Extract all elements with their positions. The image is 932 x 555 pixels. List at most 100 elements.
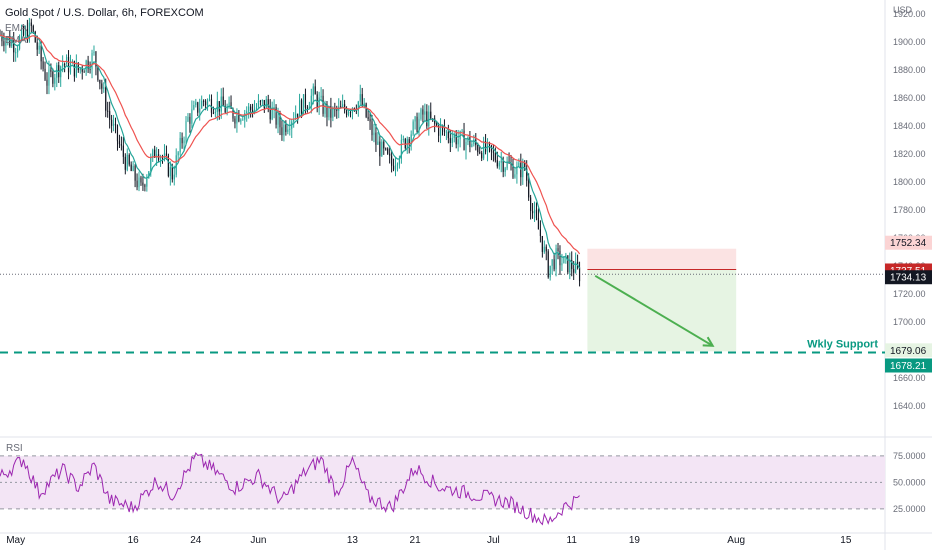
candle[interactable] <box>498 160 500 170</box>
candle[interactable] <box>36 35 38 57</box>
candle[interactable] <box>222 87 224 107</box>
candle[interactable] <box>567 255 569 275</box>
candle[interactable] <box>234 116 236 129</box>
target-arrow-head[interactable] <box>702 336 715 347</box>
candle[interactable] <box>465 139 467 160</box>
target-zone[interactable] <box>587 269 737 352</box>
candle[interactable] <box>298 93 301 117</box>
candle[interactable] <box>467 136 469 146</box>
candle[interactable] <box>293 112 295 128</box>
candle[interactable] <box>344 99 346 114</box>
rsi-line[interactable] <box>0 451 580 526</box>
candle[interactable] <box>42 57 44 72</box>
ema-fast-line[interactable] <box>0 31 581 269</box>
candle[interactable] <box>69 54 72 75</box>
candle[interactable] <box>389 145 391 164</box>
candle[interactable] <box>463 122 465 151</box>
candle[interactable] <box>13 31 15 62</box>
candle[interactable] <box>312 83 314 105</box>
candle[interactable] <box>447 124 449 144</box>
candle[interactable] <box>114 117 117 134</box>
candle[interactable] <box>289 119 291 136</box>
candle[interactable] <box>295 105 297 121</box>
candle[interactable] <box>524 160 526 172</box>
candle[interactable] <box>402 135 404 143</box>
candle[interactable] <box>492 144 494 162</box>
candle[interactable] <box>201 95 203 109</box>
candle[interactable] <box>531 203 534 219</box>
candle[interactable] <box>369 112 371 130</box>
candle[interactable] <box>551 259 553 275</box>
candle[interactable] <box>122 136 124 164</box>
candle[interactable] <box>250 104 252 118</box>
candle[interactable] <box>197 101 199 117</box>
candle[interactable] <box>320 87 322 100</box>
candle[interactable] <box>146 174 148 192</box>
candle[interactable] <box>512 158 514 179</box>
support-label[interactable]: Wkly Support <box>807 339 878 351</box>
candle[interactable] <box>54 73 56 91</box>
candle[interactable] <box>130 161 132 172</box>
candle[interactable] <box>154 145 156 158</box>
candle[interactable] <box>210 94 213 118</box>
candle[interactable] <box>124 153 126 175</box>
candle[interactable] <box>373 123 375 143</box>
candle[interactable] <box>336 105 338 119</box>
candle[interactable] <box>251 103 254 118</box>
candle[interactable] <box>418 112 420 136</box>
candle[interactable] <box>187 113 189 123</box>
candle[interactable] <box>101 79 103 94</box>
candle[interactable] <box>340 100 342 108</box>
candle[interactable] <box>416 112 418 133</box>
candle[interactable] <box>381 139 383 157</box>
candle[interactable] <box>516 161 518 184</box>
candle[interactable] <box>22 25 25 37</box>
candle[interactable] <box>9 30 11 48</box>
candle[interactable] <box>547 249 549 279</box>
candle[interactable] <box>361 87 363 108</box>
candle[interactable] <box>422 105 424 123</box>
candle[interactable] <box>148 171 150 179</box>
candle[interactable] <box>379 135 381 166</box>
candle[interactable] <box>136 173 138 191</box>
candle[interactable] <box>539 220 541 243</box>
candle[interactable] <box>283 121 285 142</box>
candle[interactable] <box>408 136 410 154</box>
candle[interactable] <box>400 134 402 164</box>
candle[interactable] <box>271 101 273 121</box>
candle[interactable] <box>103 82 105 93</box>
candle[interactable] <box>134 164 136 188</box>
candle[interactable] <box>97 65 99 82</box>
candle[interactable] <box>414 115 416 130</box>
candle[interactable] <box>557 242 559 260</box>
candle[interactable] <box>424 103 426 122</box>
candle[interactable] <box>38 42 40 54</box>
candle[interactable] <box>1 30 3 47</box>
candle[interactable] <box>430 102 432 121</box>
candle[interactable] <box>48 60 50 95</box>
candle[interactable] <box>116 124 119 151</box>
candle[interactable] <box>383 138 385 155</box>
candle[interactable] <box>181 132 183 149</box>
candle[interactable] <box>428 105 430 136</box>
candle[interactable] <box>3 32 5 52</box>
candle[interactable] <box>377 131 379 145</box>
candle[interactable] <box>318 91 320 115</box>
candle[interactable] <box>191 100 193 129</box>
candle[interactable] <box>87 55 89 73</box>
candle[interactable] <box>83 70 85 73</box>
candle[interactable] <box>93 45 95 56</box>
candle[interactable] <box>533 201 536 222</box>
ema-legend-1[interactable]: EMA <box>5 23 27 34</box>
candle[interactable] <box>385 147 387 151</box>
candle[interactable] <box>126 148 128 172</box>
candle[interactable] <box>304 88 307 114</box>
candle[interactable] <box>265 96 267 109</box>
candle[interactable] <box>132 160 134 172</box>
candle[interactable] <box>387 147 389 155</box>
candle[interactable] <box>449 130 451 153</box>
candle[interactable] <box>269 99 271 124</box>
candle[interactable] <box>142 173 144 191</box>
candle[interactable] <box>541 235 543 258</box>
candle[interactable] <box>67 50 70 80</box>
